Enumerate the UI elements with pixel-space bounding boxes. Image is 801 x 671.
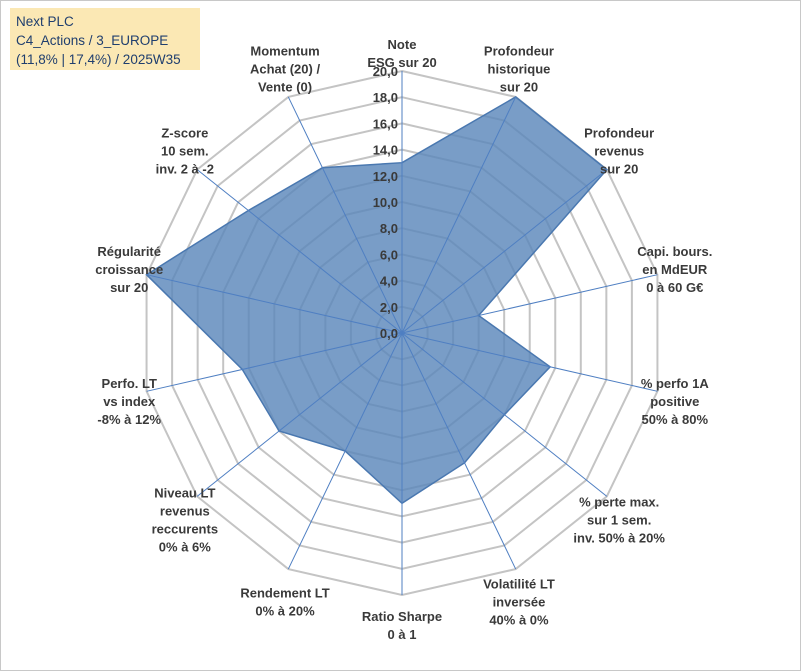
axis-label-line: inv. 50% à 20% (573, 531, 665, 546)
axis-spoke (196, 332, 403, 497)
axis-label: Rendement LT 0% à 20% (240, 586, 329, 619)
axis-label-line: 40% à 0% (489, 613, 549, 628)
axis-label-line: sur 20 (500, 79, 538, 94)
axis-label-line: sur 20 (600, 161, 638, 176)
axis-label-line: revenus (160, 504, 210, 519)
axis-label: Profondeur revenus sur 20 (584, 125, 654, 176)
axis-label-line: 0% à 6% (159, 540, 211, 555)
axis-label-line: Volatilité LT (483, 577, 555, 592)
axis-label: Z-score 10 sem. inv. 2 à -2 (156, 125, 214, 176)
axis-label-line: 0% à 20% (255, 604, 315, 619)
axis-label-line: Perfo. LT (102, 376, 157, 391)
axis-spoke (401, 274, 658, 334)
axis-label-line: positive (650, 394, 699, 409)
axis-label-line: Rendement LT (240, 586, 329, 601)
tick-label: 12,0 (373, 169, 398, 184)
axis-label: Momentum Achat (20) / Vente (0) (250, 43, 320, 94)
axis-label-line: -8% à 12% (97, 412, 161, 427)
performance-line: (11,8% | 17,4%) / 2025W35 (16, 52, 181, 67)
axis-label-line: Régularité (97, 244, 161, 259)
axis-label-line: 0 à 1 (388, 627, 417, 642)
info-box: Next PLC C4_Actions / 3_EUROPE (11,8% | … (10, 8, 200, 70)
axis-label-line: sur 1 sem. (587, 513, 651, 528)
axis-label: Profondeur historique sur 20 (484, 43, 554, 94)
axis-label: Niveau LT revenus reccurents 0% à 6% (152, 486, 218, 555)
axis-label: Ratio Sharpe 0 à 1 (362, 609, 442, 642)
axis-spoke (196, 169, 403, 334)
axis-label-line: inv. 2 à -2 (156, 161, 214, 176)
axis-label-line: Achat (20) / (250, 61, 320, 76)
axis-label: Capi. bours. en MdEUR 0 à 60 G€ (637, 244, 712, 295)
axis-label-line: historique (488, 61, 551, 76)
tick-label: 6,0 (380, 247, 398, 262)
axis-label: % perfo 1A positive 50% à 80% (641, 376, 710, 427)
axis-label: % perte max. sur 1 sem. inv. 50% à 20% (573, 495, 665, 546)
axis-spoke (401, 332, 608, 497)
axis-spoke (287, 96, 403, 334)
axis-label-line: revenus (594, 143, 644, 158)
axis-spoke (146, 274, 403, 334)
axis-label-line: Ratio Sharpe (362, 609, 442, 624)
axis-label: Perfo. LT vs index -8% à 12% (97, 376, 161, 427)
tick-label: 2,0 (380, 300, 398, 315)
tick-label: 18,0 (373, 90, 398, 105)
axis-spoke (401, 332, 658, 392)
axis-label-line: Profondeur (584, 125, 654, 140)
axis-label-line: vs index (103, 394, 156, 409)
axis-spoke (401, 332, 517, 570)
axis-label-line: reccurents (152, 522, 218, 537)
axis-label: Volatilité LT inversée 40% à 0% (483, 577, 555, 628)
axis-label-line: Vente (0) (258, 79, 312, 94)
axis-label-line: sur 20 (110, 280, 148, 295)
tick-label: 20,0 (373, 64, 398, 79)
data-series-area (145, 96, 608, 505)
tick-label: 8,0 (380, 221, 398, 236)
axis-label-line: croissance (95, 262, 163, 277)
axis-label-line: inversée (493, 595, 546, 610)
axis-label-line: Z-score (161, 125, 208, 140)
axis-label-line: % perte max. (579, 495, 659, 510)
category-line: C4_Actions / 3_EUROPE (16, 33, 169, 48)
tick-label: 10,0 (373, 195, 398, 210)
tick-label: 14,0 (373, 143, 398, 158)
tick-label: 16,0 (373, 116, 398, 131)
axis-label: Régularité croissance sur 20 (95, 244, 163, 295)
axis-spoke (287, 332, 403, 570)
axis-label-line: en MdEUR (642, 262, 708, 277)
axis-label-line: ESG sur 20 (367, 55, 436, 70)
axis-label-line: Niveau LT (154, 486, 215, 501)
axis-spoke (401, 169, 608, 334)
axis-label-line: 0 à 60 G€ (646, 280, 703, 295)
tick-label: 4,0 (380, 274, 398, 289)
axis-spoke (401, 96, 517, 334)
company-name: Next PLC (16, 14, 74, 29)
axis-label-line: Momentum (250, 43, 319, 58)
axis-label-line: Note (388, 37, 417, 52)
axis-label-line: % perfo 1A (641, 376, 710, 391)
axis-label-line: Capi. bours. (637, 244, 712, 259)
axis-spoke (146, 332, 403, 392)
axis-label-line: 50% à 80% (642, 412, 709, 427)
axis-label-line: Profondeur (484, 43, 554, 58)
axis-label-line: 10 sem. (161, 143, 209, 158)
axis-label: Note ESG sur 20 (367, 37, 436, 70)
tick-label: 0,0 (380, 326, 398, 341)
